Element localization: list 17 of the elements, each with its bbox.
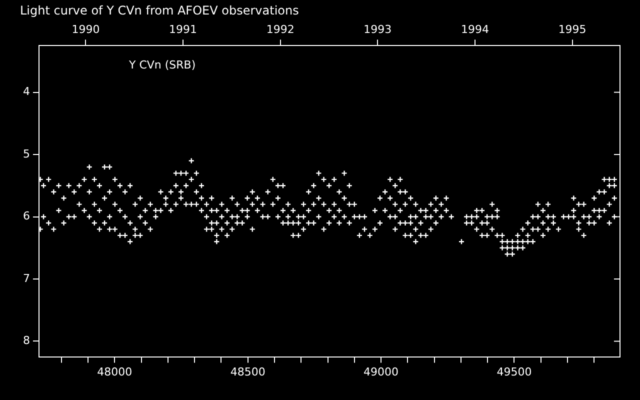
y-tick-label: 7 xyxy=(23,272,30,285)
y-tick-label: 6 xyxy=(23,210,30,223)
x2-tick-label: 1992 xyxy=(266,22,294,36)
x2-tick-label: 1994 xyxy=(460,22,489,36)
x2-tick-label: 1991 xyxy=(169,22,198,36)
x2-tick-label: 1990 xyxy=(72,22,100,36)
y-tick-label: 8 xyxy=(23,334,30,348)
x-tick-label: 48000 xyxy=(97,365,132,378)
x-tick-label: 49500 xyxy=(496,365,532,378)
y-tick-label: 5 xyxy=(23,147,30,160)
x2-tick-label: 1993 xyxy=(364,22,392,36)
x-tick-label: 49000 xyxy=(364,365,399,378)
x-tick-label: 48500 xyxy=(230,365,266,378)
annotation: Y CVn (SRB) xyxy=(128,58,196,72)
y-tick-label: 4 xyxy=(23,85,30,98)
chart-title: Light curve of Y CVn from AFOEV observations xyxy=(20,3,299,18)
x2-tick-label: 1995 xyxy=(558,22,586,36)
